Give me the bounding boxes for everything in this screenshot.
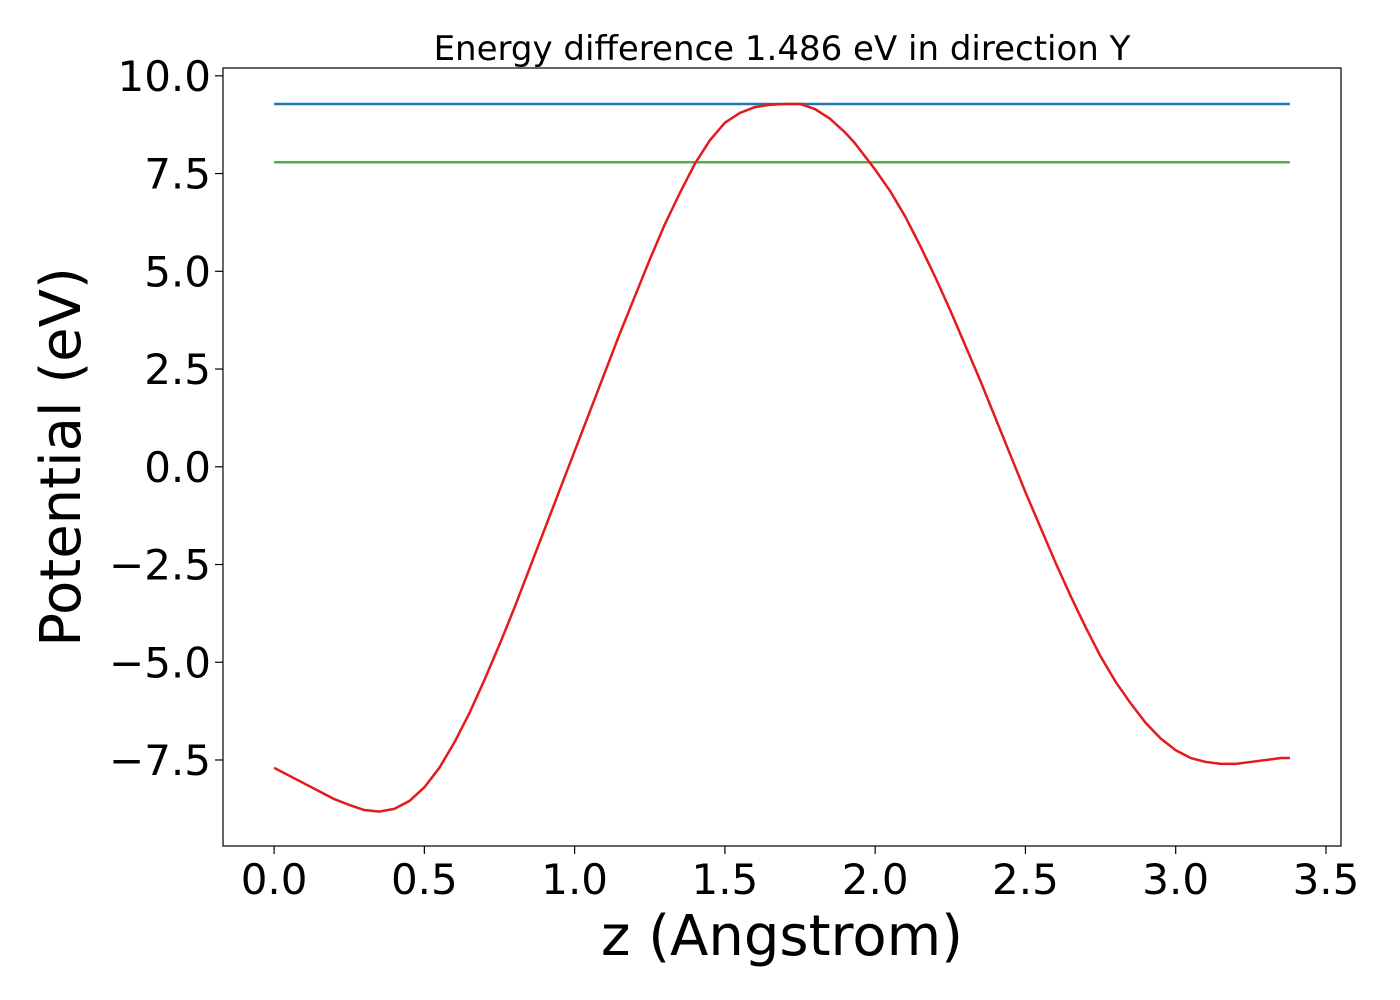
plot-area <box>222 67 1342 847</box>
y-ticks: 10.0 7.5 5.0 2.5 0.0 −2.5 −5.0 −7.5 <box>109 52 223 785</box>
y-tick-label: −7.5 <box>109 736 211 785</box>
y-tick-label: 7.5 <box>144 150 211 199</box>
y-tick-label: 5.0 <box>144 247 211 296</box>
x-tick-label: 1.5 <box>691 855 758 904</box>
x-tick-label: 2.0 <box>842 855 909 904</box>
y-tick-label: −2.5 <box>109 541 211 590</box>
x-tick-label: 2.5 <box>992 855 1059 904</box>
x-tick-label: 1.0 <box>541 855 608 904</box>
y-tick-label: 2.5 <box>144 345 211 394</box>
series-layer <box>273 102 1290 813</box>
y-axis-title: Potential (eV) <box>29 267 94 647</box>
chart-title: Energy difference 1.486 eV in direction … <box>434 29 1131 69</box>
x-axis-title: z (Angstrom) <box>601 904 963 969</box>
x-tick-label: 0.5 <box>391 855 458 904</box>
y-tick-label: −5.0 <box>109 638 211 687</box>
x-tick-label: 0.0 <box>241 855 308 904</box>
y-tick-label: 0.0 <box>144 443 211 492</box>
series-line-potential <box>273 102 1290 813</box>
x-tick-label: 3.0 <box>1142 855 1209 904</box>
x-tick-label: 3.5 <box>1293 855 1360 904</box>
y-tick-label: 10.0 <box>117 52 211 101</box>
x-ticks: 0.0 0.5 1.0 1.5 2.0 2.5 3.0 3.5 <box>241 846 1360 904</box>
